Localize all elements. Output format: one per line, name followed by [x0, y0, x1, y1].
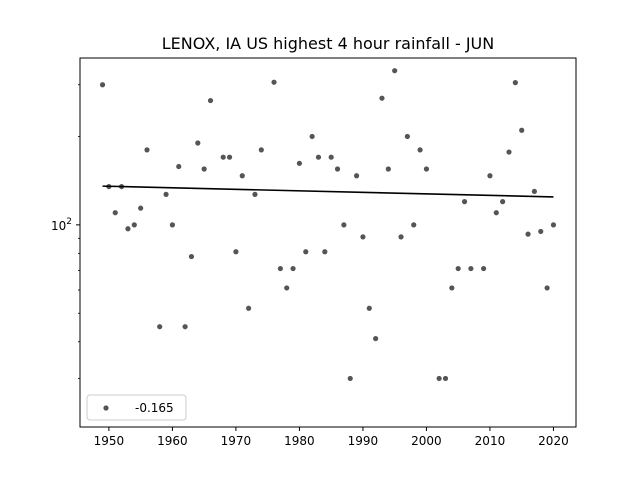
data-point: [519, 127, 525, 133]
data-point: [131, 222, 137, 228]
x-tick-label: 2010: [475, 434, 506, 448]
data-point: [385, 166, 391, 172]
data-point: [398, 234, 404, 240]
data-point: [373, 335, 379, 342]
data-points: [99, 68, 557, 382]
data-point: [176, 163, 182, 170]
data-point: [207, 97, 214, 104]
data-point: [239, 173, 245, 179]
data-point: [258, 147, 264, 153]
data-point: [334, 166, 341, 172]
data-point: [436, 375, 442, 382]
data-point: [423, 166, 430, 172]
trend-line-group: [102, 185, 554, 198]
data-point: [404, 133, 410, 140]
data-point: [271, 79, 277, 85]
x-tick-label: 1960: [157, 434, 188, 448]
data-point: [188, 253, 195, 260]
trend-line: [102, 185, 554, 198]
data-point: [550, 222, 557, 228]
data-point: [449, 285, 455, 291]
data-point: [125, 226, 131, 232]
x-tick-label: 1980: [284, 434, 315, 448]
data-point: [277, 265, 283, 272]
x-tick-label: 2000: [411, 434, 442, 448]
x-tick-label: 1990: [348, 434, 379, 448]
data-point: [112, 210, 118, 216]
data-point: [353, 173, 360, 179]
legend: -0.165: [86, 394, 187, 421]
data-point: [455, 265, 461, 272]
data-point: [544, 285, 550, 291]
x-tick-label: 1950: [94, 434, 125, 448]
data-point: [341, 222, 347, 228]
data-point: [246, 305, 252, 311]
data-point: [360, 234, 366, 240]
data-point: [169, 222, 176, 228]
data-point: [233, 249, 239, 255]
plot-frame: [79, 57, 577, 428]
data-point: [163, 191, 169, 197]
data-point: [392, 68, 398, 74]
data-point: [138, 205, 144, 211]
data-point: [309, 133, 315, 140]
data-point: [99, 82, 106, 88]
data-point: [442, 375, 449, 382]
data-point: [531, 188, 538, 195]
data-point: [144, 147, 150, 153]
legend-box: [86, 394, 187, 421]
data-point: [500, 199, 506, 205]
data-point: [195, 140, 201, 146]
data-point: [525, 231, 531, 237]
data-point: [182, 324, 188, 330]
data-point: [252, 191, 258, 197]
x-tick-label: 2020: [538, 434, 569, 448]
x-axis: 1950 1960 1970 1980 1990 2000 2010 2020: [94, 427, 569, 448]
data-point: [220, 154, 226, 160]
data-point: [315, 154, 322, 160]
data-point: [347, 375, 353, 382]
data-point: [493, 210, 499, 216]
data-point: [157, 324, 163, 330]
data-point: [226, 154, 233, 160]
data-point: [538, 228, 544, 235]
data-point: [201, 166, 207, 172]
data-point: [379, 95, 385, 101]
data-point: [328, 154, 334, 160]
chart-title: LENOX, IA US highest 4 hour rainfall - J…: [162, 34, 494, 53]
data-point: [411, 222, 417, 228]
data-point: [284, 285, 290, 291]
legend-marker: [103, 405, 109, 411]
x-tick-label: 1970: [221, 434, 252, 448]
data-point: [366, 305, 372, 311]
data-point: [461, 199, 468, 205]
data-point: [512, 80, 518, 86]
data-point: [487, 173, 493, 179]
legend-label: -0.165: [135, 401, 174, 415]
data-point: [417, 147, 423, 153]
data-point: [506, 149, 512, 155]
data-point: [290, 265, 296, 272]
data-point: [480, 265, 487, 272]
data-point: [468, 265, 474, 272]
data-point: [303, 249, 309, 255]
data-point: [296, 160, 303, 166]
data-point: [322, 249, 328, 255]
